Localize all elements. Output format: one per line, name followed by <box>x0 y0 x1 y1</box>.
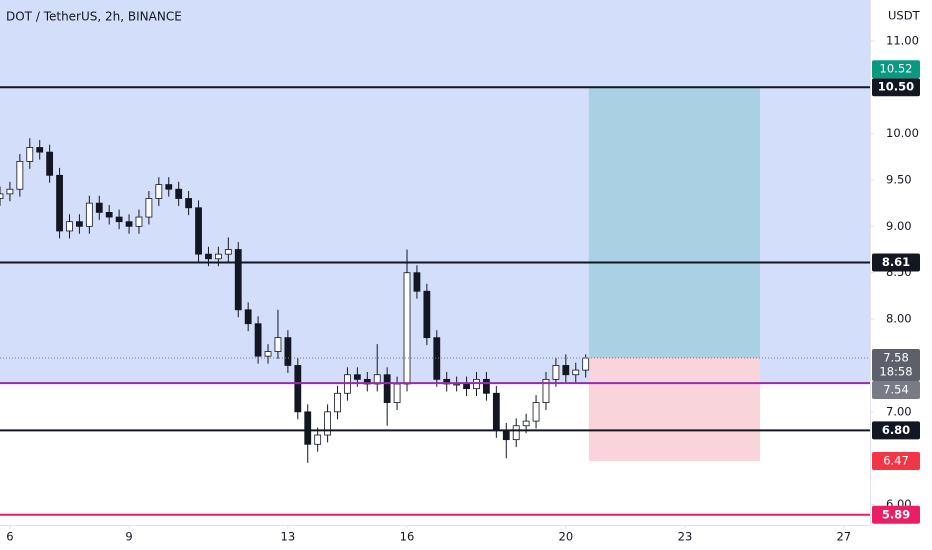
price-tag-label: 7.58 <box>883 351 909 365</box>
price-tag-label: 7.54 <box>883 383 909 397</box>
chart-title: DOT / TetherUS, 2h, BINANCE <box>6 10 182 24</box>
candle-body <box>542 378 550 403</box>
candle-body <box>383 374 391 403</box>
axes: DOT / TetherUS, 2h, BINANCE USDT 6.007.0… <box>0 0 921 544</box>
y-tick-label: 11.00 <box>886 33 919 47</box>
level-tag <box>872 78 920 97</box>
y-tick-label: 9.00 <box>886 219 912 233</box>
candle-body <box>324 411 331 436</box>
position-loss <box>588 358 761 461</box>
y-tick-label: 10.00 <box>886 126 919 140</box>
countdown-label: 18:58 <box>879 365 912 379</box>
candle-body <box>403 272 411 385</box>
candle-body <box>463 383 470 390</box>
candle-body <box>353 374 361 380</box>
candle-body <box>562 365 570 376</box>
candle-body <box>214 253 222 260</box>
price-tag <box>872 451 920 470</box>
candle-body <box>76 221 83 227</box>
candle-body <box>6 188 14 195</box>
candle-body <box>85 202 93 227</box>
candle-body <box>582 357 590 371</box>
candle-body <box>195 207 202 255</box>
candle-body <box>453 383 461 386</box>
level-tag-label: 8.61 <box>882 255 910 269</box>
candle-body <box>185 198 193 209</box>
candle-body <box>433 337 441 380</box>
price-tag-label: 10.52 <box>880 62 913 76</box>
position-profit <box>588 87 761 359</box>
x-tick-label: 9 <box>125 530 132 544</box>
x-tick-label: 23 <box>678 530 693 544</box>
candle-body <box>16 160 24 190</box>
candle-body <box>66 221 73 232</box>
price-tag <box>872 381 920 400</box>
x-tick-label: 6 <box>6 530 13 544</box>
candle-body <box>294 365 302 413</box>
candle-body <box>105 212 113 218</box>
price-tag-label: 6.47 <box>883 453 909 467</box>
candle-body <box>0 193 4 199</box>
candle-body <box>274 337 282 352</box>
candle-body <box>264 351 272 357</box>
candle-body <box>532 402 540 422</box>
candle-body <box>125 221 133 227</box>
candle-body <box>165 184 173 190</box>
y-tick-label: 8.00 <box>886 312 912 326</box>
candle-body <box>572 369 580 376</box>
candle-body <box>145 198 153 218</box>
candle-body <box>393 383 401 403</box>
level-tag <box>872 505 920 524</box>
candle-body <box>135 216 143 227</box>
candle-body <box>284 337 292 366</box>
candle-body <box>304 411 312 445</box>
candle-body <box>46 151 54 176</box>
x-tick-label: 16 <box>400 530 415 544</box>
y-tick-label: 7.00 <box>886 404 912 418</box>
y-axis-label: USDT <box>888 9 921 23</box>
plot-area <box>0 0 870 516</box>
level-tag-label: 5.89 <box>882 507 910 521</box>
candle-body <box>234 249 242 311</box>
candle-body <box>334 392 341 413</box>
candle-body <box>522 420 530 427</box>
candle-body <box>115 216 123 223</box>
candle-body <box>56 174 63 232</box>
price-tag <box>872 349 920 382</box>
candle-body <box>492 392 500 431</box>
candle-body <box>552 365 560 380</box>
candle-body <box>26 147 34 162</box>
candle-body <box>36 147 44 153</box>
level-tag <box>872 421 920 440</box>
candle-body <box>512 425 520 441</box>
candle-body <box>95 202 103 213</box>
candle-body <box>244 309 252 325</box>
x-tick-label: 27 <box>836 530 851 544</box>
level-tag-label: 10.50 <box>878 80 914 94</box>
level-tag-label: 6.80 <box>882 423 910 437</box>
candle-body <box>175 188 183 199</box>
candle-body <box>155 184 163 199</box>
candle-body <box>224 249 232 255</box>
candle-body <box>502 429 510 441</box>
candle-body <box>413 272 421 292</box>
candle-body <box>254 323 262 357</box>
price-tag <box>872 60 920 79</box>
x-tick-label: 13 <box>281 530 296 544</box>
candle-body <box>205 253 212 260</box>
x-tick-label: 20 <box>559 530 574 544</box>
level-tag <box>872 253 920 272</box>
y-tick-label: 9.50 <box>886 172 912 186</box>
candle-body <box>423 290 431 339</box>
candle-body <box>314 434 322 445</box>
candle-body <box>483 378 490 394</box>
